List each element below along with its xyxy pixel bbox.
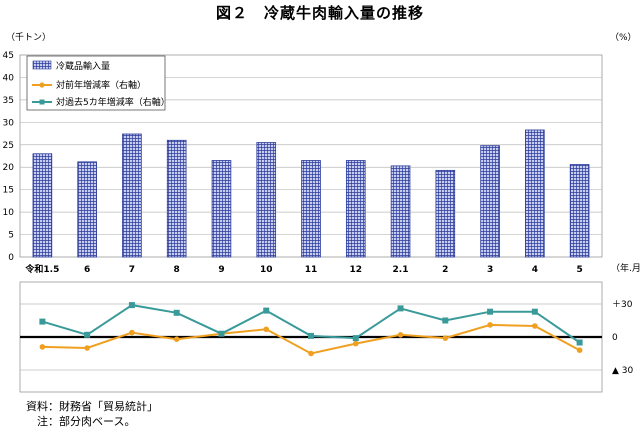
x-axis-unit: （年.月） [611, 262, 640, 274]
x-tick-label: 2 [442, 265, 448, 275]
y-tick-label: 40 [3, 73, 15, 83]
point-series-2 [263, 307, 270, 314]
point-series-1 [39, 344, 46, 350]
y-tick-label: 5 [8, 231, 14, 241]
bar-2 [435, 169, 456, 258]
x-tick-label: 11 [305, 265, 318, 275]
point-series-1 [84, 345, 90, 351]
legend-label-bars: 冷蔵品輸入量 [56, 60, 110, 72]
x-tick-label: 12 [350, 265, 363, 275]
bar-2.1 [390, 165, 411, 258]
point-series-1 [129, 329, 135, 336]
point-series-2 [576, 339, 583, 346]
x-tick-label: 9 [218, 265, 224, 275]
bar-3 [480, 145, 500, 258]
point-series-1 [308, 350, 314, 357]
x-axis-labels: 令和1.5 6 7 8 9 10 11 12 2.1 2 3 4 5 [24, 263, 582, 275]
lower-y-ticks: ＋30 0 ▲ 30 [612, 299, 634, 376]
point-series-2 [442, 317, 449, 324]
point-series-2 [487, 308, 494, 315]
bar-11 [301, 160, 321, 258]
bar-10 [256, 142, 277, 258]
bar-12 [345, 160, 366, 258]
footnote: 注：部分肉ベース。 [26, 415, 136, 428]
point-series-2 [39, 318, 46, 325]
x-tick-label: 5 [576, 265, 582, 275]
legend-label-5yr: 対過去5カ年増減率（右軸） [56, 96, 170, 108]
point-series-1 [397, 332, 404, 338]
chart-title: 図２ 冷蔵牛肉輸入量の推移 [215, 4, 424, 22]
y-tick-label: 10 [3, 208, 15, 218]
point-series-2 [218, 330, 225, 337]
x-tick-label: 3 [487, 265, 493, 275]
point-series-1 [263, 326, 270, 333]
point-series-2 [397, 305, 404, 312]
bar-5 [569, 164, 590, 258]
legend-swatch-5yr-marker [39, 99, 45, 105]
x-tick-label: 2.1 [393, 265, 409, 275]
point-series-1 [487, 322, 493, 328]
line-series-1 [42, 323, 581, 355]
point-series-1 [173, 336, 180, 343]
legend: 冷蔵品輸入量 対前年増減率（右軸） 対過去5カ年増減率（右軸） [26, 55, 170, 111]
legend-label-yoy: 対前年増減率（右軸） [56, 79, 146, 91]
bar-7 [122, 133, 142, 258]
x-tick-label: 8 [174, 265, 180, 275]
y-tick-label: 15 [3, 186, 14, 196]
lower-y-tick-label: ＋30 [612, 299, 633, 310]
x-tick-label: 令和1.5 [24, 263, 59, 275]
point-series-2 [84, 331, 91, 338]
bar-6 [77, 161, 97, 258]
x-tick-label: 10 [260, 265, 273, 275]
point-series-1 [442, 335, 449, 341]
y-tick-label: 25 [3, 141, 14, 151]
legend-swatch-bars [32, 60, 52, 70]
lower-y-tick-label: ▲ 30 [612, 366, 634, 376]
lower-y-tick-label: 0 [612, 333, 618, 343]
point-series-1 [576, 347, 583, 354]
point-series-2 [128, 302, 135, 309]
point-series-1 [352, 340, 359, 347]
bar-series [32, 129, 590, 258]
source-note: 資料：財務省「貿易統計」 [26, 400, 158, 413]
point-series-2 [173, 309, 180, 316]
y-tick-label: 30 [3, 118, 15, 128]
bar-9 [211, 160, 232, 258]
x-tick-label: 7 [129, 265, 135, 275]
point-series-2 [531, 308, 538, 315]
point-series-1 [532, 323, 538, 329]
x-tick-label: 6 [84, 265, 90, 275]
y-axis-ticks: 0 5 10 15 20 25 30 35 40 45 [3, 51, 15, 263]
point-series-2 [352, 335, 359, 342]
left-axis-unit: （千トン） [6, 32, 51, 43]
bar-8 [166, 139, 187, 258]
point-series-2 [308, 332, 314, 339]
line-series [39, 302, 583, 357]
y-tick-label: 35 [3, 96, 14, 106]
y-tick-label: 0 [8, 253, 14, 263]
right-axis-unit: （%） [610, 32, 637, 43]
x-tick-label: 4 [532, 265, 538, 275]
y-tick-label: 20 [3, 163, 15, 173]
y-tick-label: 45 [3, 51, 14, 61]
bar-4 [525, 129, 545, 258]
bar-令和1.5 [32, 153, 53, 258]
legend-swatch-yoy-marker [39, 82, 45, 88]
